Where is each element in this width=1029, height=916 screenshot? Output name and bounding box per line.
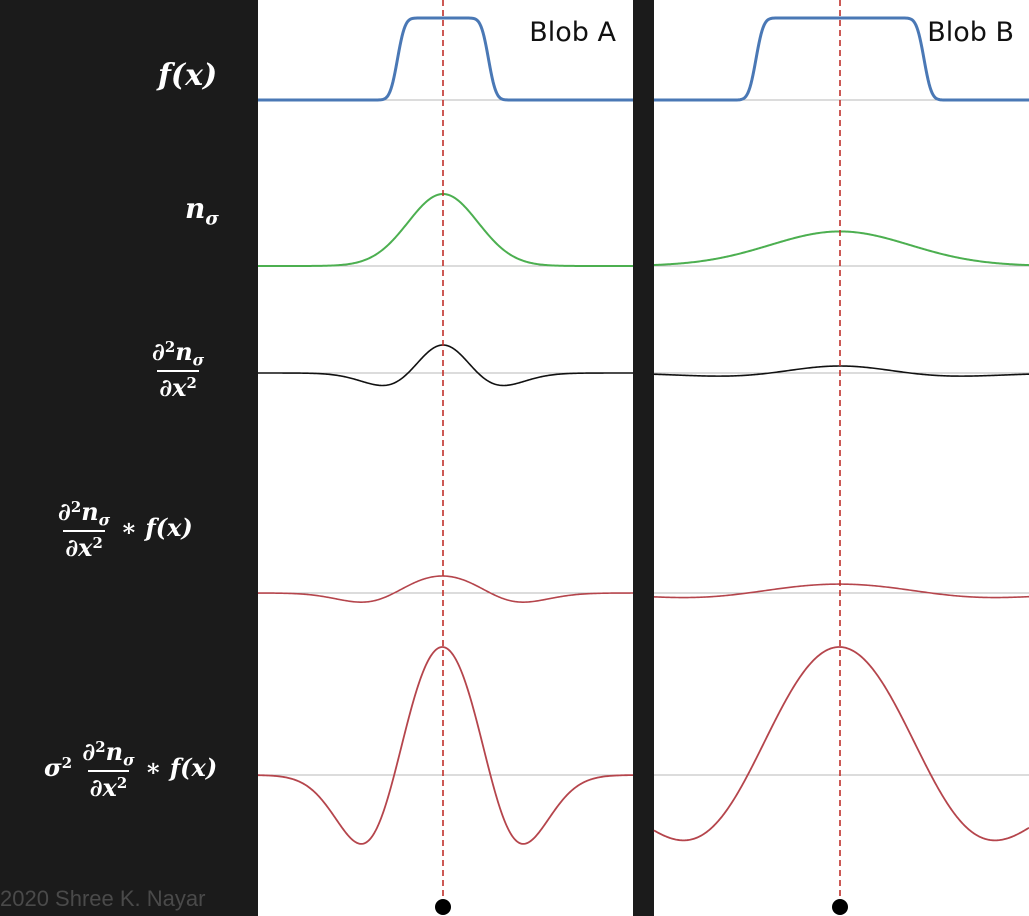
convolution-curve (257, 575, 633, 603)
label-second-derivative: ∂2nσ ∂x2 (152, 337, 205, 403)
blob-curve (654, 16, 1029, 102)
minimum-marker-dot (435, 899, 451, 915)
normalized-response-curve (653, 646, 1029, 842)
second-derivative-curve (653, 365, 1029, 377)
panel-blob-b (654, 0, 1029, 916)
label-f-of-x-text: f(x) (158, 58, 218, 93)
blob-b-title: Blob B (927, 17, 1014, 48)
gaussian-curve (653, 230, 1029, 267)
label-f-of-x: f(x) (158, 58, 217, 93)
blob-curve (258, 16, 633, 102)
copyright-text: 2020 Shree K. Nayar (0, 886, 206, 911)
convolution-curve (653, 583, 1029, 599)
panel-blob-a (258, 0, 633, 916)
normalized-response-curve (257, 646, 634, 845)
minimum-marker-dot (832, 899, 848, 915)
blob-a-title: Blob A (529, 17, 616, 48)
second-derivative-curve (258, 344, 633, 387)
label-derivative-convolved: ∂2nσ ∂x2 ∗ f(x) (58, 497, 193, 563)
plots-layer (257, 0, 1029, 915)
label-normalized-response: σ2 ∂2nσ ∂x2 ∗ f(x) (44, 737, 218, 803)
gaussian-curve (258, 192, 633, 267)
label-n-sigma: nσ (185, 192, 219, 230)
